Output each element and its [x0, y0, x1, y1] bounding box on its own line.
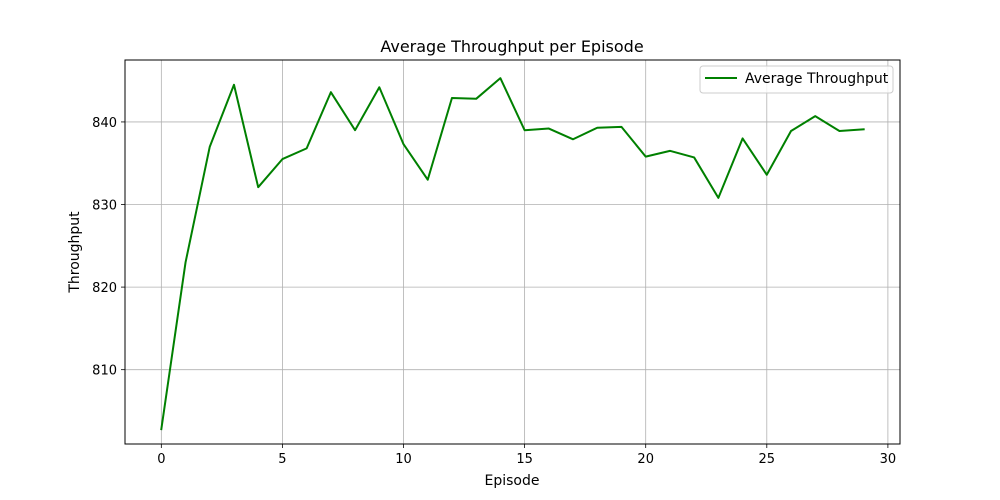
x-tick-label: 15	[516, 452, 533, 467]
legend-label: Average Throughput	[745, 71, 889, 87]
x-tick-label: 5	[278, 452, 286, 467]
y-tick-label: 810	[92, 364, 117, 379]
x-tick-label: 20	[637, 452, 654, 467]
y-tick-label: 840	[92, 116, 117, 131]
series-line-group	[160, 77, 865, 431]
x-axis: 0 5 10 15 20 25 30	[157, 444, 896, 467]
x-tick-label: 25	[759, 452, 776, 467]
x-axis-label: Episode	[485, 473, 540, 489]
legend-box	[699, 65, 894, 94]
x-tick-label: 10	[395, 452, 412, 467]
series-line-average-throughput	[160, 77, 865, 431]
y-tick-label: 820	[92, 281, 117, 296]
y-axis: 810 820 830 840	[92, 116, 125, 379]
gridlines	[125, 60, 900, 444]
x-tick-label: 30	[880, 452, 897, 467]
x-tick-label: 0	[157, 452, 165, 467]
legend: Average Throughput	[699, 65, 894, 94]
plot-area-frame	[124, 59, 901, 445]
y-axis-label: Throughput	[67, 211, 83, 294]
y-tick-label: 830	[92, 199, 117, 214]
chart-title: Average Throughput per Episode	[380, 37, 643, 56]
